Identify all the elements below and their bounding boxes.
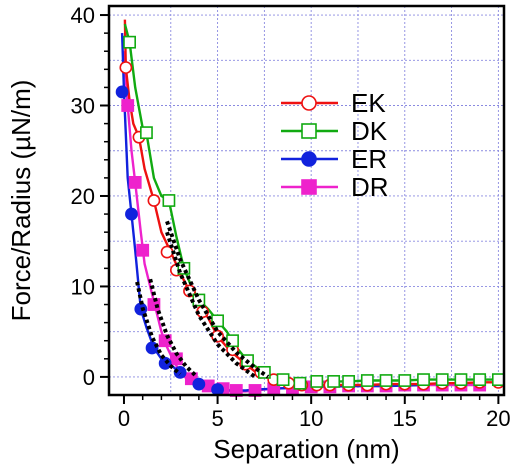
- data-point-dk: [226, 334, 239, 348]
- data-point-dk: [342, 375, 356, 388]
- legend-marker-shape: [301, 123, 317, 139]
- x-tick-label: 20: [486, 406, 510, 431]
- series-markers-dk: [123, 35, 505, 390]
- fit-curve: [135, 281, 182, 376]
- legend-entry-dr: DR: [281, 172, 389, 202]
- fit-curve: [165, 220, 270, 379]
- data-point-dk: [123, 35, 136, 49]
- data-point-dr: [128, 176, 142, 189]
- legend: EK DK ER DR: [281, 88, 389, 202]
- data-point-dk: [276, 373, 290, 387]
- data-point-ek: [147, 194, 161, 207]
- data-point-dr: [136, 243, 150, 257]
- legend-marker-dr: [301, 179, 317, 195]
- fit-curves: [135, 220, 270, 379]
- data-point-dk: [398, 374, 412, 387]
- y-tick-label: 30: [71, 94, 95, 119]
- data-point-er: [192, 377, 206, 391]
- y-tick-label: 20: [71, 184, 95, 209]
- legend-entry-ek: EK: [281, 88, 386, 118]
- axis-ticks: 0 5 10 15 20 0 10 20 30 40: [71, 3, 511, 431]
- series-line-ek: [123, 19, 499, 387]
- data-point-dk: [379, 374, 393, 387]
- plot-frame: [107, 4, 506, 397]
- data-point-dk: [293, 376, 307, 390]
- legend-marker-dk: [301, 123, 317, 139]
- y-tick-label: 0: [83, 365, 95, 390]
- fit-curve: [165, 231, 257, 379]
- data-point-dk: [473, 373, 487, 387]
- x-tick-label: 0: [118, 406, 130, 431]
- legend-entry-dk: DK: [281, 116, 388, 146]
- legend-marker-shape: [301, 95, 317, 111]
- data-point-dk: [491, 373, 505, 387]
- legend-label-dr: DR: [351, 172, 389, 202]
- data-point-er: [115, 85, 129, 99]
- series-markers-ek: [119, 61, 505, 392]
- data-point-er: [125, 207, 138, 221]
- series-line-dk: [123, 23, 499, 385]
- x-tick-label: 15: [393, 406, 417, 431]
- data-point-dk: [211, 314, 224, 328]
- x-tick-label: 5: [211, 406, 223, 431]
- data-point-dk: [140, 126, 153, 140]
- legend-marker-ek: [301, 95, 317, 111]
- data-point-dk: [177, 261, 191, 275]
- data-point-dk: [327, 375, 341, 388]
- legend-label-er: ER: [351, 144, 387, 174]
- legend-marker-shape: [301, 179, 317, 195]
- x-tick-label: 10: [299, 406, 323, 431]
- data-point-er: [158, 356, 172, 370]
- data-point-ek: [119, 61, 133, 74]
- legend-label-dk: DK: [351, 116, 388, 146]
- data-point-dk: [310, 375, 324, 388]
- y-axis-label: Force/Radius (µN/m): [6, 80, 36, 322]
- legend-label-ek: EK: [351, 88, 386, 118]
- data-point-dk: [360, 374, 374, 387]
- legend-entry-er: ER: [281, 144, 387, 174]
- data-point-dk: [454, 373, 468, 387]
- y-tick-label: 10: [71, 274, 95, 299]
- series-group: [115, 19, 505, 397]
- y-tick-label: 40: [71, 3, 95, 28]
- grid: [109, 6, 504, 395]
- data-point-dk: [435, 373, 449, 387]
- data-point-dr: [121, 99, 135, 112]
- x-axis-label: Separation (nm): [213, 434, 399, 464]
- data-point-dk: [162, 194, 176, 207]
- data-point-dk: [417, 373, 430, 387]
- data-point-er: [211, 383, 224, 396]
- legend-marker-shape: [301, 151, 317, 167]
- legend-marker-er: [301, 151, 317, 167]
